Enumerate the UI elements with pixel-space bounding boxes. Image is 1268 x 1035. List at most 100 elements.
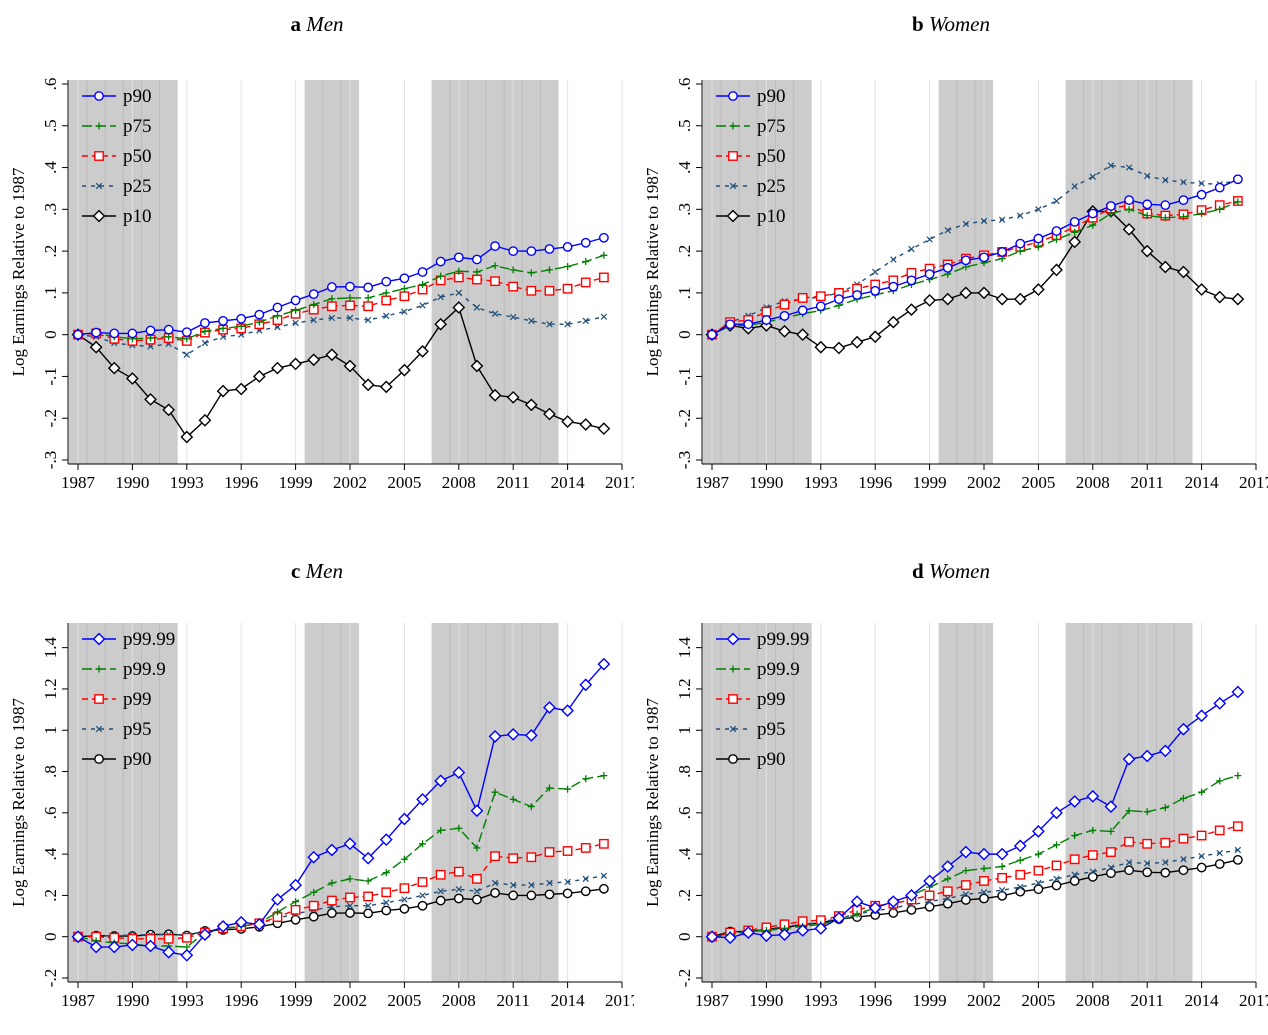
data-point <box>962 220 970 228</box>
data-point <box>252 370 266 383</box>
y-tick-label: 1 <box>675 726 694 735</box>
data-point <box>1142 867 1153 878</box>
y-tick-label: .2 <box>675 245 694 258</box>
data-point <box>1195 709 1208 723</box>
x-tick-label: 2014 <box>551 991 586 1010</box>
y-tick-label: .4 <box>41 161 60 174</box>
data-point <box>960 255 971 266</box>
data-point <box>526 285 537 296</box>
data-point <box>1032 825 1045 838</box>
data-point <box>234 382 248 396</box>
legend-label: p90 <box>757 86 786 107</box>
panel-d-name: Women <box>928 559 990 583</box>
data-point <box>1143 860 1151 867</box>
series-p99.99 <box>705 685 1245 945</box>
recession-band-fill <box>304 80 360 464</box>
data-point <box>490 276 500 287</box>
data-point <box>127 328 138 339</box>
data-point <box>144 939 157 953</box>
data-point <box>509 795 517 803</box>
y-tick-label: -.1 <box>675 367 694 385</box>
data-point <box>328 879 336 887</box>
data-point <box>1035 879 1042 887</box>
data-point <box>219 333 227 340</box>
data-point <box>546 879 553 887</box>
recession-band <box>68 80 178 464</box>
x-tick-label: 2002 <box>333 991 367 1010</box>
data-point <box>379 380 393 394</box>
data-point <box>201 327 209 335</box>
legend: p90 p75 p50 p25 p10 <box>716 86 786 227</box>
data-point <box>163 933 174 944</box>
x-tick-label: 2017 <box>605 991 634 1010</box>
data-point <box>310 301 318 309</box>
data-point <box>998 887 1006 894</box>
data-point <box>562 283 573 294</box>
data-point <box>509 881 517 889</box>
y-tick-label: 0 <box>41 932 60 941</box>
data-point <box>363 301 374 312</box>
data-point <box>980 217 988 225</box>
data-point <box>906 275 917 286</box>
data-point <box>564 320 571 328</box>
data-point <box>778 928 791 942</box>
data-point <box>960 895 971 905</box>
data-point <box>1068 235 1082 249</box>
data-point <box>473 304 481 311</box>
data-point <box>1033 233 1044 244</box>
x-tick-label: 2005 <box>387 991 421 1010</box>
data-point <box>564 785 572 793</box>
data-point <box>162 403 176 417</box>
data-point <box>871 268 879 276</box>
data-point <box>797 305 808 316</box>
data-point <box>1106 868 1116 879</box>
data-point <box>434 317 448 331</box>
legend-label: p75 <box>757 116 786 137</box>
data-point <box>401 308 408 315</box>
data-point <box>908 245 915 253</box>
data-point <box>526 852 537 863</box>
data-point <box>1089 826 1097 834</box>
data-point <box>1015 869 1026 880</box>
x-tick-label: 1999 <box>913 473 947 492</box>
data-point <box>1198 852 1205 860</box>
series-p75 <box>74 251 608 343</box>
data-point <box>345 908 355 918</box>
data-point <box>705 930 719 944</box>
data-point <box>381 905 392 916</box>
data-point <box>310 316 317 324</box>
data-point <box>797 293 808 303</box>
data-point <box>1198 788 1206 796</box>
data-point <box>1089 221 1097 229</box>
y-tick-label: -.2 <box>41 409 60 427</box>
data-point <box>598 883 609 894</box>
y-tick-label: .3 <box>41 203 60 216</box>
x-tick-label: 2011 <box>1131 991 1164 1010</box>
series-p10 <box>705 205 1245 355</box>
data-point <box>363 908 374 919</box>
data-point <box>1071 871 1078 878</box>
data-point <box>1124 865 1134 876</box>
data-point <box>1087 850 1098 861</box>
recession-band <box>304 623 360 982</box>
data-point <box>1053 235 1061 243</box>
data-point <box>343 837 357 851</box>
data-point <box>1198 210 1206 218</box>
data-point <box>1068 795 1082 808</box>
data-point <box>1232 821 1243 832</box>
data-point <box>346 314 354 322</box>
data-point <box>1051 860 1062 871</box>
data-point <box>944 226 951 234</box>
y-tick-label: .4 <box>675 161 694 174</box>
data-point <box>545 266 553 274</box>
legend-label: p99.99 <box>123 629 175 650</box>
data-point <box>1179 213 1187 221</box>
series-p90 <box>73 232 609 340</box>
data-point <box>290 914 301 925</box>
data-point <box>527 269 535 277</box>
data-point <box>980 865 988 873</box>
data-point <box>1069 876 1080 886</box>
data-point <box>543 407 556 421</box>
x-tick-label: 1987 <box>61 991 96 1010</box>
data-point <box>1234 198 1242 206</box>
